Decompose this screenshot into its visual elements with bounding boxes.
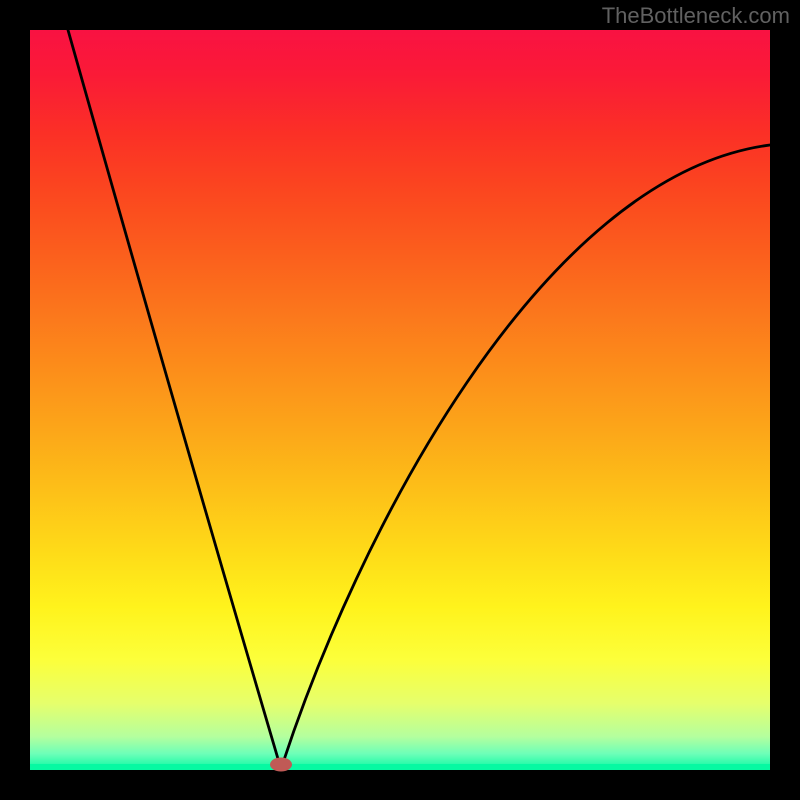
baseline [30, 764, 770, 770]
optimal-point-marker [270, 758, 292, 772]
chart-svg [0, 0, 800, 800]
plot-background [30, 30, 770, 770]
chart-container: TheBottleneck.com [0, 0, 800, 800]
